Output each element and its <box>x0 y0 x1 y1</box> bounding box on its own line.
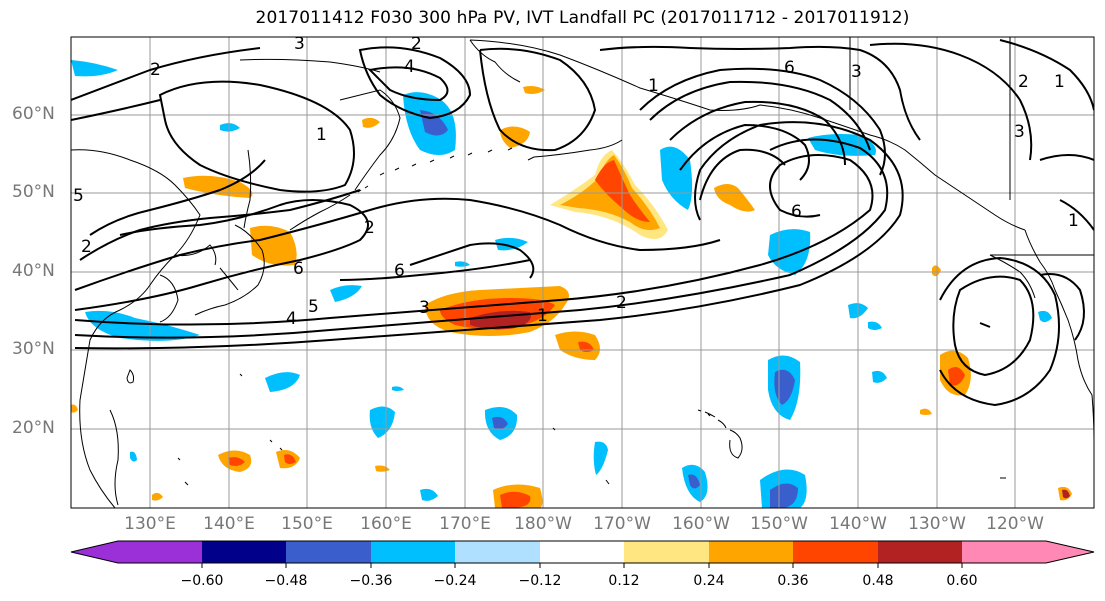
contour-label: 2 <box>364 218 375 238</box>
colorbar-segment <box>624 541 709 563</box>
contour-label: 3 <box>294 34 305 54</box>
colorbar-extend-high <box>1046 541 1094 563</box>
graticule <box>71 37 1094 508</box>
colorbar-tick: 0.24 <box>693 573 725 589</box>
contour-label: 1 <box>1054 72 1065 92</box>
lon-label: 140°E <box>203 514 255 534</box>
contour-label: 2 <box>616 293 627 313</box>
contour-label: 2 <box>81 237 92 257</box>
colorbar-tick: −0.36 <box>349 573 393 589</box>
lon-label: 150°W <box>750 514 808 534</box>
colorbar-segments <box>70 540 1095 568</box>
colorbar-segment <box>286 541 371 563</box>
lat-label: 40°N <box>12 261 55 281</box>
contour-label: 6 <box>394 261 405 281</box>
lon-label: 160°E <box>360 514 412 534</box>
contour-label: 2 <box>411 34 422 54</box>
colorbar-tick: 0.60 <box>946 573 978 589</box>
colorbar-tick: 0.36 <box>777 573 809 589</box>
lon-label: 170°E <box>439 514 491 534</box>
colorbar-segment <box>540 541 624 563</box>
contour-label: 2 <box>150 60 161 80</box>
coastlines <box>71 37 1094 508</box>
contour-label: 4 <box>404 57 415 77</box>
colorbar-extend-low <box>71 541 118 563</box>
map-title: 2017011412 F030 300 hPa PV, IVT Landfall… <box>255 8 910 28</box>
colorbar-tick: −0.48 <box>264 573 308 589</box>
contour-labels: 3 2 4 2 1 5 2 6 6 4 5 3 1 2 1 6 6 3 2 1 … <box>73 34 1079 329</box>
colorbar-segment <box>793 541 878 563</box>
contour-label: 3 <box>419 298 430 318</box>
colorbar-tick: −0.12 <box>518 573 562 589</box>
contour-label: 4 <box>286 309 297 329</box>
lon-label: 180°W <box>514 514 572 534</box>
colorbar-segment <box>878 541 962 563</box>
lon-label: 120°W <box>986 514 1044 534</box>
colorbar-tick: 0.12 <box>608 573 640 589</box>
lat-label: 50°N <box>12 182 55 202</box>
colorbar-tick: 0.48 <box>862 573 894 589</box>
colorbar-outline <box>70 540 1095 564</box>
contour-label: 6 <box>293 259 304 279</box>
contour-label: 1 <box>316 125 327 145</box>
contour-label: 1 <box>537 306 548 326</box>
map-frame <box>70 36 1095 509</box>
pv-contours <box>71 39 1094 407</box>
contour-label: 6 <box>791 202 802 222</box>
colorbar-tick: −0.60 <box>180 573 224 589</box>
lon-label: 130°W <box>908 514 966 534</box>
lon-label: 150°E <box>281 514 333 534</box>
colorbar-tick: −0.24 <box>433 573 477 589</box>
lat-label: 60°N <box>12 104 55 124</box>
contour-label: 3 <box>851 62 862 82</box>
colorbar-segment <box>455 541 540 563</box>
colorbar-segment <box>202 541 286 563</box>
contour-label: 5 <box>308 297 319 317</box>
lon-label: 140°W <box>829 514 887 534</box>
lon-label: 170°W <box>593 514 651 534</box>
colorbar-segment <box>118 541 202 563</box>
contour-label: 3 <box>1014 122 1025 142</box>
colorbar-segment <box>371 541 455 563</box>
contour-label: 5 <box>73 186 84 206</box>
contour-label: 2 <box>1018 72 1029 92</box>
contour-label: 6 <box>784 58 795 78</box>
lon-label: 130°E <box>124 514 176 534</box>
contour-label: 1 <box>648 76 659 96</box>
lat-label: 20°N <box>12 418 55 438</box>
contour-label: 1 <box>1068 211 1079 231</box>
lat-label: 30°N <box>12 339 55 359</box>
colorbar-segment <box>962 541 1046 563</box>
colorbar-segment <box>709 541 793 563</box>
lon-label: 160°W <box>672 514 730 534</box>
